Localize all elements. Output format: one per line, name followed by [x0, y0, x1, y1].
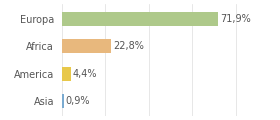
Bar [62, 67, 71, 81]
Bar [62, 94, 64, 108]
Text: 71,9%: 71,9% [220, 14, 251, 24]
Text: 22,8%: 22,8% [113, 41, 144, 51]
Text: 4,4%: 4,4% [73, 69, 97, 79]
Bar [62, 39, 111, 53]
Bar [62, 12, 218, 26]
Text: 0,9%: 0,9% [65, 96, 90, 106]
